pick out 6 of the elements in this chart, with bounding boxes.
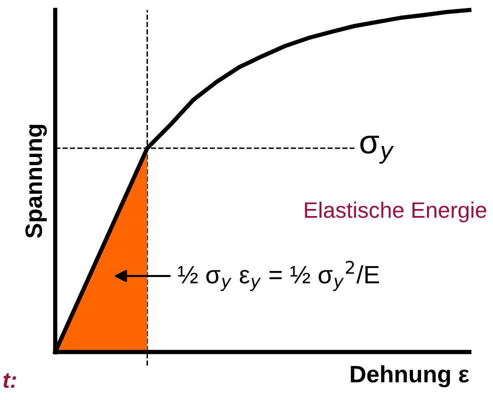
annotation: ½ σ$_{y}$ ε$_{y}$ = ½ σ$_{y}$$^{2}$/E <box>178 260 379 292</box>
x-axis-title: Dehnung ε <box>350 365 469 388</box>
ref-line-label: σ$_{y}$ <box>360 136 394 164</box>
y-axis-title: Spannung <box>25 124 47 238</box>
annotation: Elastische Energie <box>305 202 486 222</box>
text: t: <box>3 373 16 388</box>
